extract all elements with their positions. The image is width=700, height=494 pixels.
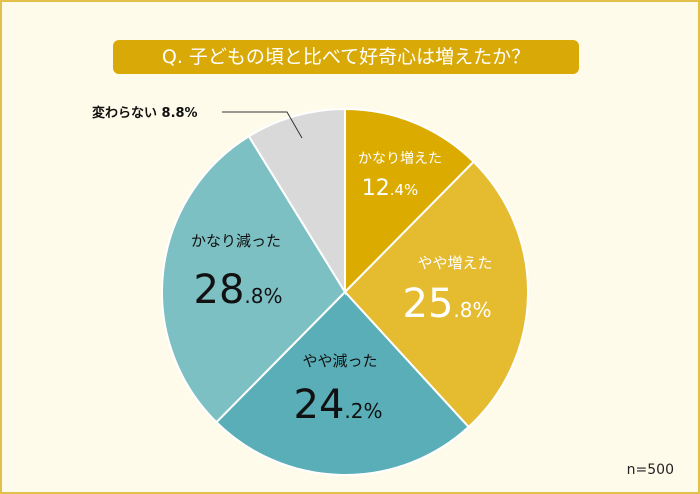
slice-value-2: 24.2%: [294, 382, 383, 428]
pie-slice-4: [247, 107, 346, 296]
slice-label-1: やや増えた: [417, 254, 492, 272]
slice-label-2: やや減った: [302, 352, 377, 370]
pie-slice-3: [161, 134, 347, 424]
slice-value-0: 12.4%: [362, 176, 419, 201]
chart-title: Q. 子どもの頃と比べて好奇心は増えたか？: [113, 40, 579, 74]
slice-label-4: 変わらない 8.8%: [92, 105, 198, 121]
pie-slice-2: [215, 290, 470, 476]
slice-label-3: かなり減った: [191, 232, 281, 250]
slice-value-3: 28.8%: [194, 267, 283, 313]
sample-size-note: n=500: [626, 462, 674, 478]
pie-slice-1: [343, 160, 529, 429]
slice-value-1: 25.8%: [403, 281, 492, 327]
pie-slice-0: [344, 107, 475, 295]
slice-label-0: かなり増えた: [358, 151, 442, 167]
leader-line: [222, 111, 303, 139]
